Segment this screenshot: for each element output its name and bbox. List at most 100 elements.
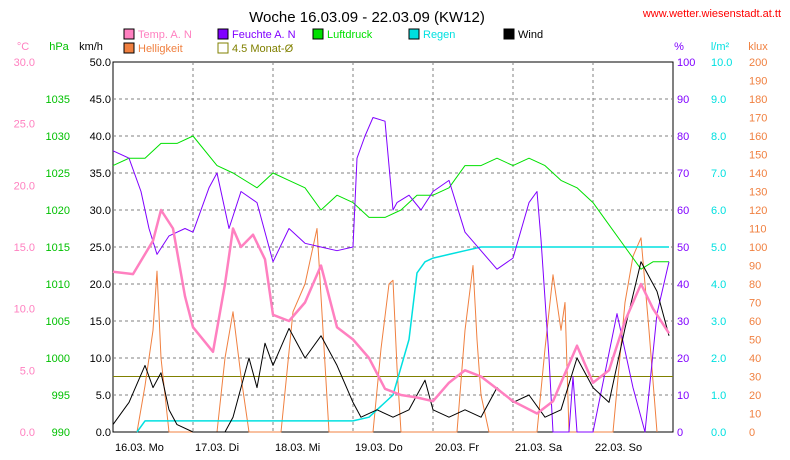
tick-label-temp: 0.0: [20, 427, 35, 439]
x-day-label: 16.03. Mo: [115, 442, 164, 454]
axis-unit-pressure: hPa: [49, 41, 69, 53]
legend-label: Wind: [518, 29, 543, 41]
legend: Temp. A. N Feuchte A. N Luftdruck Regen Wind…: [123, 28, 543, 55]
tick-label-pressure: 1005: [46, 316, 70, 328]
tick-label-rain: 8.0: [711, 131, 726, 143]
legend-swatch: [217, 42, 229, 54]
tick-label-rain: 10.0: [711, 57, 732, 69]
series-layer: [112, 117, 673, 433]
tick-label-wind: 15.0: [90, 316, 111, 328]
tick-label-lux: 140: [749, 168, 767, 180]
x-day-label: 18.03. Mi: [275, 442, 320, 454]
tick-label-lux: 60: [749, 316, 761, 328]
series-temp: [112, 208, 671, 415]
legend-swatch: [312, 28, 324, 40]
legend-label: 4.5 Monat-Ø: [232, 43, 294, 55]
x-day-label: 19.03. Do: [355, 442, 403, 454]
series-helligkeit: [136, 228, 658, 433]
tick-label-pressure: 1010: [46, 279, 70, 291]
tick-label-lux: 150: [749, 150, 767, 162]
x-day-label: 22.03. So: [595, 442, 642, 454]
tick-label-rain: 1.0: [711, 390, 726, 402]
tick-label-rain: 9.0: [711, 94, 726, 106]
tick-label-humidity: 90: [677, 94, 689, 106]
tick-label-lux: 20: [749, 390, 761, 402]
tick-label-lux: 80: [749, 279, 761, 291]
tick-label-lux: 170: [749, 113, 767, 125]
tick-label-lux: 130: [749, 187, 767, 199]
tick-label-humidity: 70: [677, 168, 689, 180]
tick-label-humidity: 0: [677, 427, 683, 439]
tick-label-rain: 0.0: [711, 427, 726, 439]
series-wind: [112, 261, 670, 433]
x-day-label: 17.03. Di: [195, 442, 239, 454]
x-day-label: 20.03. Fr: [435, 442, 479, 454]
tick-label-wind: 40.0: [90, 131, 111, 143]
tick-label-temp: 5.0: [20, 365, 35, 377]
tick-label-lux: 100: [749, 242, 767, 254]
legend-label: Temp. A. N: [138, 29, 192, 41]
tick-label-wind: 20.0: [90, 279, 111, 291]
tick-label-wind: 35.0: [90, 168, 111, 180]
tick-label-temp: 15.0: [14, 242, 35, 254]
tick-label-rain: 7.0: [711, 168, 726, 180]
axis-unit-temp: °C: [17, 41, 29, 53]
tick-label-wind: 0.0: [96, 427, 111, 439]
tick-label-pressure: 1035: [46, 94, 70, 106]
axis-unit-lux: klux: [748, 41, 768, 53]
tick-label-lux: 40: [749, 353, 761, 365]
tick-label-humidity: 10: [677, 390, 689, 402]
tick-label-lux: 10: [749, 409, 761, 421]
tick-label-humidity: 40: [677, 279, 689, 291]
tick-label-humidity: 30: [677, 316, 689, 328]
tick-label-pressure: 990: [52, 427, 70, 439]
legend-label: Luftdruck: [327, 29, 373, 41]
tick-label-rain: 2.0: [711, 353, 726, 365]
legend-swatch: [408, 28, 420, 40]
tick-label-pressure: 1015: [46, 242, 70, 254]
legend-swatch: [123, 42, 135, 54]
legend-swatch: [123, 28, 135, 40]
tick-label-lux: 200: [749, 57, 767, 69]
tick-label-wind: 45.0: [90, 94, 111, 106]
axis-unit-wind: km/h: [79, 41, 103, 53]
axis-unit-humidity: %: [674, 41, 684, 53]
tick-label-wind: 50.0: [90, 57, 111, 69]
tick-label-lux: 0: [749, 427, 755, 439]
tick-label-temp: 30.0: [14, 57, 35, 69]
tick-label-pressure: 995: [52, 390, 70, 402]
axis-ticks: 0.05.010.015.020.025.030.099099510001005…: [14, 57, 768, 439]
tick-label-lux: 110: [749, 224, 767, 236]
tick-label-humidity: 60: [677, 205, 689, 217]
tick-label-pressure: 1000: [46, 353, 70, 365]
tick-label-lux: 160: [749, 131, 767, 143]
series-feuchte: [112, 117, 670, 433]
x-axis-labels: 16.03. Mo 17.03. Di 18.03. Mi 19.03. Do 20.0…: [115, 442, 642, 454]
tick-label-lux: 120: [749, 205, 767, 217]
tick-label-rain: 6.0: [711, 205, 726, 217]
tick-label-wind: 25.0: [90, 242, 111, 254]
tick-label-pressure: 1030: [46, 131, 70, 143]
tick-label-rain: 4.0: [711, 279, 726, 291]
tick-label-wind: 10.0: [90, 353, 111, 365]
axis-unit-rain: l/m²: [711, 41, 730, 53]
legend-swatch: [503, 28, 515, 40]
tick-label-lux: 90: [749, 261, 761, 273]
tick-label-temp: 10.0: [14, 304, 35, 316]
legend-label: Regen: [423, 29, 455, 41]
tick-label-humidity: 80: [677, 131, 689, 143]
plot-grid: [112, 61, 674, 433]
source-url: www.wetter.wiesenstadt.at.tt: [642, 8, 781, 20]
tick-label-lux: 50: [749, 335, 761, 347]
tick-label-lux: 70: [749, 298, 761, 310]
tick-label-wind: 5.0: [96, 390, 111, 402]
tick-label-temp: 20.0: [14, 180, 35, 192]
legend-label: Helligkeit: [138, 43, 183, 55]
tick-label-humidity: 50: [677, 242, 689, 254]
tick-label-rain: 5.0: [711, 242, 726, 254]
tick-label-lux: 190: [749, 76, 767, 88]
tick-label-pressure: 1020: [46, 205, 70, 217]
tick-label-humidity: 20: [677, 353, 689, 365]
legend-label: Feuchte A. N: [232, 29, 296, 41]
